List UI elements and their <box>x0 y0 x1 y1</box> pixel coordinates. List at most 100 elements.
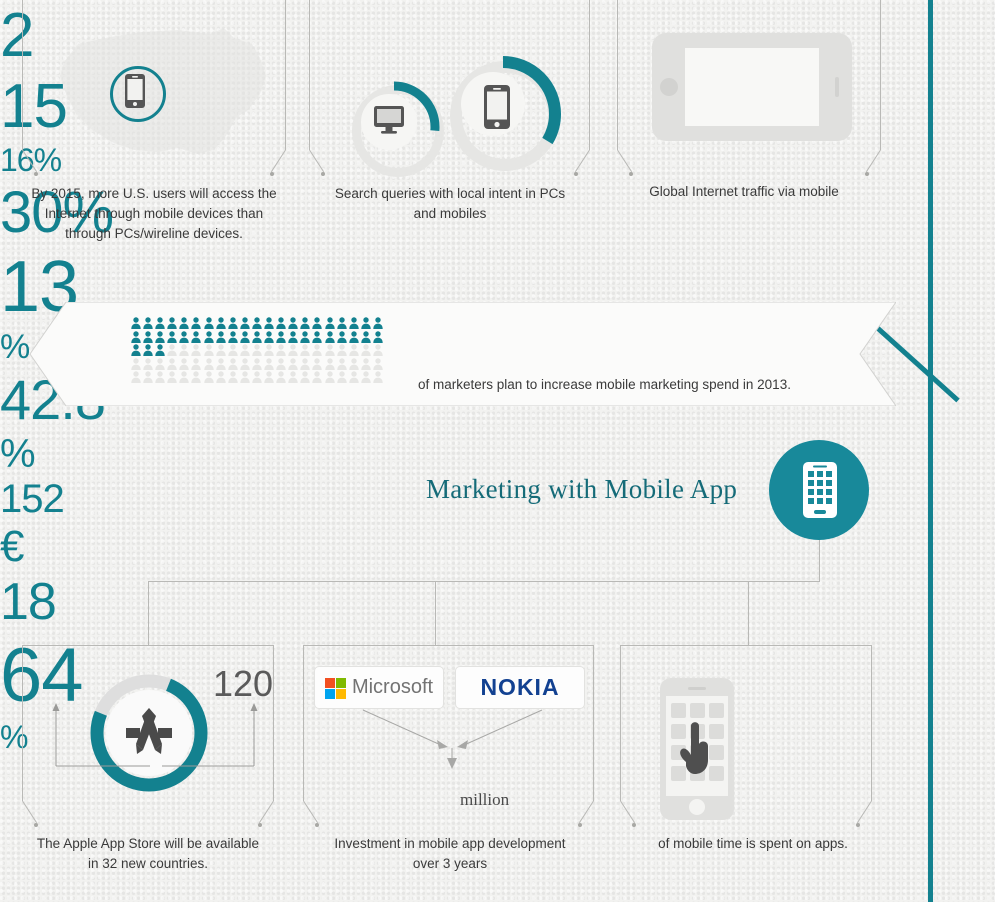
person-icon-grid <box>131 317 385 385</box>
person-icon <box>167 330 177 343</box>
person-icon <box>361 330 371 343</box>
mobile-app-phone-icon <box>803 462 837 518</box>
person-icon <box>324 330 335 343</box>
person-icon <box>143 317 153 329</box>
tap-hand-cursor <box>680 722 708 774</box>
person-icon <box>336 344 347 357</box>
landscape-phone-icon <box>652 33 852 141</box>
person-icon <box>300 317 311 329</box>
person-icon <box>203 344 214 357</box>
person-icon <box>348 317 359 329</box>
person-icon <box>215 330 226 343</box>
person-icon <box>240 358 250 370</box>
banner-unit: % <box>0 432 36 476</box>
phone-tap-icon <box>660 678 734 820</box>
person-icon <box>288 344 298 357</box>
person-icon <box>288 330 298 343</box>
person-icon <box>348 344 359 357</box>
person-icon <box>324 371 335 384</box>
ms-square-green <box>335 677 346 688</box>
person-icon <box>228 317 238 329</box>
person-icon <box>155 371 165 384</box>
person-icon <box>373 330 383 343</box>
app-store-measure-arrows <box>52 703 258 767</box>
person-icon <box>288 358 298 370</box>
person-icon <box>373 371 383 384</box>
app-time-value: 64 <box>0 633 84 718</box>
app-store-value-new: 152 <box>0 477 65 521</box>
person-icon <box>276 330 286 343</box>
person-icon <box>131 317 141 329</box>
microsoft-logo: Microsoft <box>314 666 444 709</box>
person-icon <box>167 317 177 329</box>
person-icon <box>348 330 359 343</box>
person-icon <box>300 344 311 357</box>
tree-drop-left <box>148 581 149 645</box>
value-mobile-percent: 30% <box>0 180 114 245</box>
value-pc-percent: 16% <box>0 142 62 178</box>
person-icon <box>203 317 214 329</box>
person-icon <box>179 330 190 343</box>
person-icon <box>252 317 262 329</box>
person-icon <box>203 371 214 384</box>
person-icon <box>215 371 226 384</box>
person-icon <box>252 358 262 370</box>
app-store-value-old: 120 <box>213 663 274 704</box>
ms-square-yellow <box>335 688 346 699</box>
person-icon <box>179 317 190 329</box>
person-icon <box>155 358 165 370</box>
caption-investment: Investment in mobile app development ove… <box>334 836 566 871</box>
app-store-progress-ring <box>90 674 208 792</box>
person-icon <box>252 371 262 384</box>
tree-stem-vertical <box>819 540 820 581</box>
person-icon <box>373 317 383 329</box>
person-icon <box>215 317 226 329</box>
person-icon <box>264 371 274 384</box>
app-time-unit: % <box>0 719 28 755</box>
person-icon <box>228 344 238 357</box>
person-icon <box>300 330 311 343</box>
teal-vertical-rail <box>928 0 933 902</box>
person-icon <box>179 371 190 384</box>
person-icon <box>228 330 238 343</box>
caption-year2015: By 2015, more U.S. users will access the… <box>31 186 277 241</box>
person-icon <box>264 358 274 370</box>
bracket-frame-local-intent <box>309 0 590 176</box>
smartphone-icon <box>484 85 510 129</box>
nokia-wordmark: NOKIA <box>480 674 560 700</box>
donut-progress-mobile <box>445 56 561 172</box>
person-icon <box>240 371 250 384</box>
person-icon <box>312 330 323 343</box>
person-icon <box>143 371 153 384</box>
person-icon <box>361 344 371 357</box>
person-icon <box>191 317 202 329</box>
person-icon <box>191 358 202 370</box>
investment-amount: 18 <box>0 573 57 631</box>
person-icon <box>373 344 383 357</box>
person-icon <box>312 344 323 357</box>
person-icon <box>252 344 262 357</box>
nokia-logo: NOKIA <box>455 666 585 709</box>
ms-square-red <box>324 677 335 688</box>
caption-local-intent: Search queries with local intent in PCs … <box>334 186 566 221</box>
person-icon <box>191 344 202 357</box>
banner-caption: of marketers plan to increase mobile mar… <box>418 377 791 392</box>
person-icon <box>240 344 250 357</box>
person-icon <box>228 371 238 384</box>
person-icon <box>167 344 177 357</box>
caption-app-store: The Apple App Store will be available in… <box>36 836 260 871</box>
donut-progress-pc <box>348 81 440 173</box>
microsoft-wordmark: Microsoft <box>351 676 434 698</box>
bracket-frame-app-time <box>620 645 872 827</box>
person-icon <box>276 317 286 329</box>
person-icon <box>288 371 298 384</box>
tree-drop-right <box>748 581 749 645</box>
person-icon <box>336 358 347 370</box>
person-icon <box>300 358 311 370</box>
smartphone-icon <box>125 74 145 108</box>
person-icon <box>167 371 177 384</box>
person-icon <box>264 344 274 357</box>
bracket-frame-global-traffic <box>617 0 881 176</box>
person-icon <box>203 330 214 343</box>
